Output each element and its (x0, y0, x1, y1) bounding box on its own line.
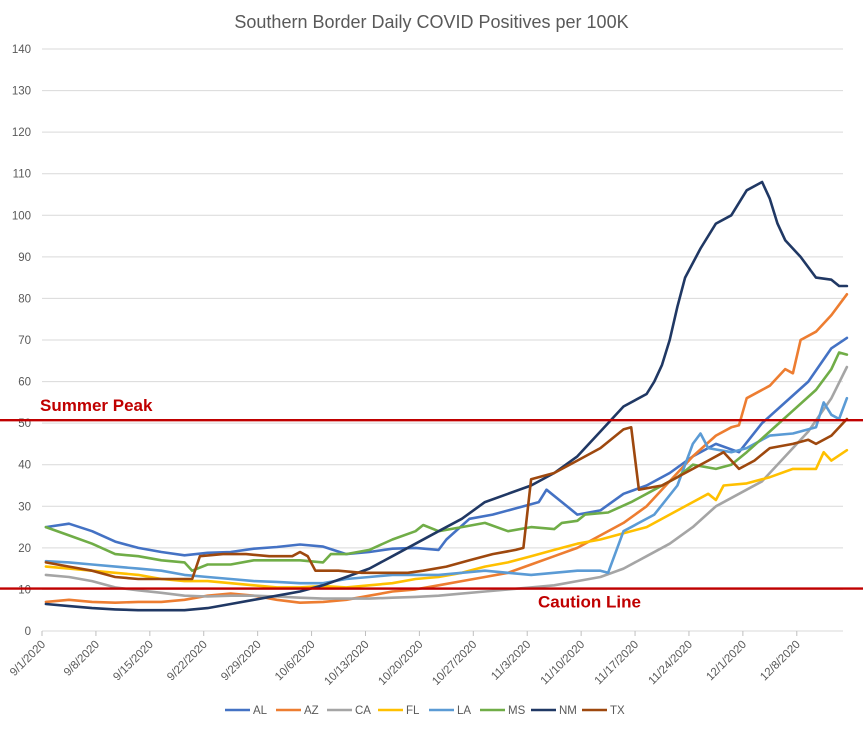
series-line-al (44, 336, 849, 557)
legend-label: TX (610, 705, 625, 717)
x-tick-label: 10/13/2020 (322, 639, 371, 688)
y-tick-label: 20 (18, 543, 31, 555)
gridlines (42, 48, 843, 632)
series-line-ms (44, 351, 849, 572)
chart-title: Southern Border Daily COVID Positives pe… (234, 12, 628, 32)
legend-label: NM (559, 705, 577, 717)
series-line-la (44, 396, 849, 585)
x-tick-label: 10/6/2020 (273, 639, 318, 684)
legend-label: CA (355, 705, 371, 717)
reference-line-label: Caution Line (538, 593, 641, 612)
x-tick-label: 11/10/2020 (539, 639, 588, 688)
legend-label: LA (457, 705, 471, 717)
reference-lines: Summer Peak Caution Line (0, 396, 863, 612)
x-tick-label: 10/27/2020 (430, 639, 479, 688)
x-tick-label: 11/17/2020 (593, 639, 642, 688)
series-line-fl (44, 448, 849, 589)
x-tick-label: 9/15/2020 (111, 639, 156, 684)
y-tick-label: 40 (18, 460, 31, 472)
y-tick-label: 70 (18, 335, 31, 347)
reference-line-label: Summer Peak (40, 396, 153, 415)
x-tick-label: 9/8/2020 (62, 639, 102, 679)
series-line-ca (44, 365, 849, 600)
y-tick-label: 10 (18, 584, 31, 596)
y-tick-label: 30 (18, 501, 31, 513)
series-line-tx (44, 417, 849, 581)
series-line-az (44, 293, 849, 604)
legend-label: AZ (304, 705, 319, 717)
x-axis: 9/1/2020 9/8/2020 9/15/2020 9/22/2020 9/29/2… (8, 631, 803, 688)
y-tick-label: 60 (18, 377, 31, 389)
x-tick-label: 9/22/2020 (165, 639, 210, 684)
legend-label: AL (253, 705, 268, 717)
legend-label: FL (406, 705, 420, 717)
y-tick-label: 130 (12, 86, 31, 98)
series-lines (44, 180, 849, 612)
x-tick-label: 12/1/2020 (704, 639, 749, 684)
y-tick-label: 140 (12, 44, 31, 56)
legend: AL AZ CA FL LA MS NM TX (225, 705, 625, 717)
x-tick-label: 10/20/2020 (376, 639, 425, 688)
y-tick-label: 120 (12, 127, 31, 139)
legend-label: MS (508, 705, 526, 717)
series-line-nm (44, 180, 849, 612)
y-tick-label: 110 (13, 169, 31, 181)
x-tick-label: 11/3/2020 (489, 639, 533, 683)
x-tick-label: 12/8/2020 (758, 639, 803, 684)
y-tick-label: 80 (18, 293, 31, 305)
y-tick-label: 90 (18, 252, 31, 264)
y-tick-label: 0 (25, 626, 31, 638)
y-tick-label: 100 (12, 210, 31, 222)
x-tick-label: 9/1/2020 (8, 639, 48, 679)
x-tick-label: 11/24/2020 (647, 639, 696, 688)
x-tick-label: 9/29/2020 (219, 639, 264, 684)
